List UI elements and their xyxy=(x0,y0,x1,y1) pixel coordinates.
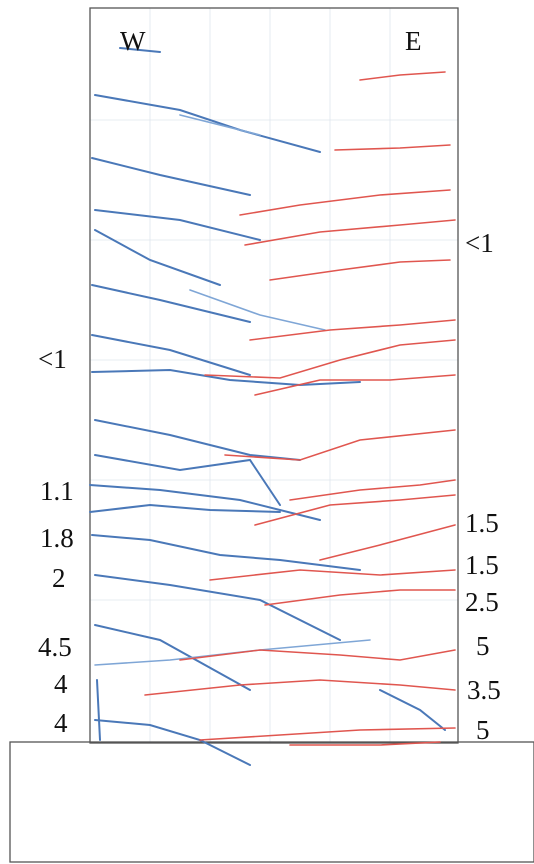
left-label: <1 xyxy=(38,344,67,374)
right-label: 2.5 xyxy=(465,587,499,617)
wall xyxy=(89,7,459,744)
left-label: 1.1 xyxy=(40,476,74,506)
right-label: 3.5 xyxy=(467,675,501,705)
right-label: 1.5 xyxy=(465,550,499,580)
right-label: <1 xyxy=(465,228,494,258)
right-label: 1.5 xyxy=(465,508,499,538)
grid xyxy=(90,8,458,743)
right-label: 5 xyxy=(476,631,490,661)
footing xyxy=(9,741,534,863)
left-label: 1.8 xyxy=(40,523,74,553)
west-label: W xyxy=(120,26,146,56)
left-label: 2 xyxy=(52,563,66,593)
east-label: E xyxy=(405,26,422,56)
east-cracks xyxy=(144,71,456,746)
left-label: 4 xyxy=(54,708,68,738)
west-cracks xyxy=(89,47,446,766)
left-label: 4.5 xyxy=(38,632,72,662)
left-label: 4 xyxy=(54,669,68,699)
right-label: 5 xyxy=(476,715,490,745)
